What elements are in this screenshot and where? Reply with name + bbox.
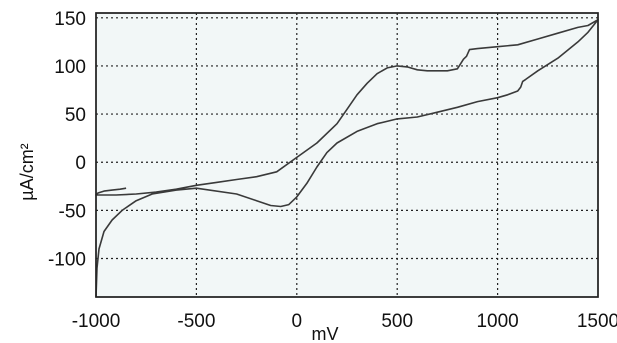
series-line xyxy=(95,18,599,298)
plot-frame xyxy=(95,12,599,298)
x-tick-label: -500 xyxy=(177,311,215,332)
x-tick-label: -1000 xyxy=(72,311,121,332)
x-tick-label: 500 xyxy=(381,311,413,332)
plot-area xyxy=(95,12,599,298)
x-tick-label: 1000 xyxy=(476,311,518,332)
y-tick-label: -100 xyxy=(48,249,86,270)
y-tick-label: 0 xyxy=(75,153,86,174)
y-tick-label: 50 xyxy=(65,105,86,126)
x-tick-labels: -1000 -500 0 500 1000 1500 xyxy=(72,311,617,332)
y-tick-label: 150 xyxy=(54,9,86,30)
y-tick-label: 100 xyxy=(54,57,86,78)
grid-lines xyxy=(96,13,598,297)
y-axis-label: µA/cm² xyxy=(17,143,37,200)
y-tick-label: -50 xyxy=(59,201,86,222)
y-tick-labels: -100 -50 0 50 100 150 xyxy=(48,9,86,271)
x-tick-label: 0 xyxy=(292,311,303,332)
x-axis-label: mV xyxy=(312,324,339,343)
x-tick-label: 1500 xyxy=(577,311,617,332)
